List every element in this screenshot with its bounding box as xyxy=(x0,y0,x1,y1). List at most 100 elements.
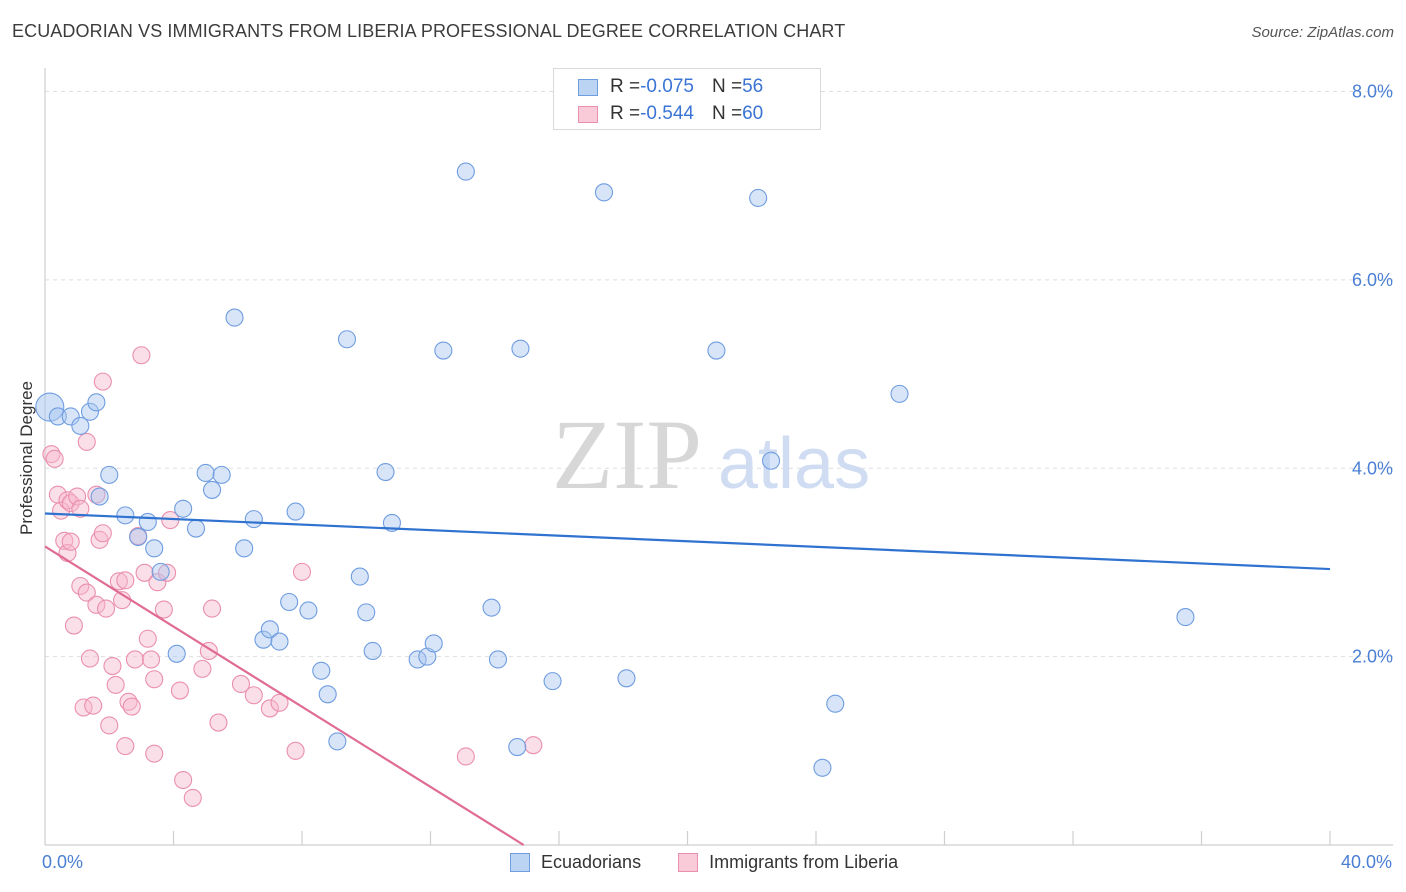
ecuadorian-point xyxy=(511,339,530,358)
legend-row-ecuadorians: R = -0.075 N = 56 xyxy=(578,75,763,99)
series-legend: Ecuadorians Immigrants from Liberia xyxy=(510,852,898,873)
liberia-point xyxy=(109,572,128,591)
liberia-point xyxy=(138,629,157,648)
legend-swatch-blue xyxy=(510,853,530,872)
liberia-point xyxy=(116,737,135,756)
ecuadorian-point xyxy=(328,732,347,751)
liberia-point xyxy=(125,650,144,669)
ecuadorian-point xyxy=(138,512,157,532)
liberia-point xyxy=(183,788,202,807)
ecuadorian-points xyxy=(35,162,1195,777)
liberia-point xyxy=(270,693,289,712)
legend-r-label: R = xyxy=(610,103,641,124)
liberia-point xyxy=(80,649,100,668)
ecuadorian-point xyxy=(100,465,119,484)
series-legend-label: Immigrants from Liberia xyxy=(709,852,899,872)
x-tick-label-max: 40.0% xyxy=(1340,852,1392,872)
liberia-point xyxy=(87,485,106,504)
ecuadorian-point xyxy=(482,598,501,617)
ecuadorian-trend-line xyxy=(44,512,1331,571)
ecuadorian-point xyxy=(337,330,357,349)
ecuadorian-point xyxy=(90,487,109,506)
ecuadorian-point xyxy=(186,519,206,538)
y-tick-label: 4.0% xyxy=(1352,458,1393,478)
liberia-point xyxy=(100,716,119,735)
legend-r-label: R = xyxy=(610,76,641,97)
liberia-point xyxy=(154,600,173,619)
ecuadorian-point xyxy=(761,451,781,470)
ecuadorian-point xyxy=(225,308,244,327)
ecuadorian-point xyxy=(254,630,273,649)
ecuadorian-point xyxy=(203,480,222,499)
ecuadorian-point xyxy=(594,183,614,202)
ecuadorian-point xyxy=(456,162,475,181)
liberia-point xyxy=(96,599,116,618)
liberia-point xyxy=(148,573,167,592)
liberia-point xyxy=(61,494,80,513)
ecuadorian-point xyxy=(260,620,279,639)
trend-lines xyxy=(44,512,1331,846)
ecuadorian-point xyxy=(87,393,106,412)
grid-lines xyxy=(45,91,1393,658)
ecuadorian-point xyxy=(286,502,305,521)
ecuadorian-point xyxy=(151,562,170,581)
liberia-point xyxy=(106,675,125,694)
ecuadorian-point xyxy=(280,592,299,612)
liberia-point xyxy=(158,563,177,582)
ecuadorian-point xyxy=(424,634,443,653)
ecuadorian-point xyxy=(212,465,231,484)
series-legend-ecuadorians[interactable]: Ecuadorians xyxy=(510,852,641,873)
ecuadorian-point xyxy=(357,603,376,622)
liberia-point xyxy=(209,713,228,732)
watermark: ZIP atlas xyxy=(552,399,870,510)
liberia-point xyxy=(174,770,193,790)
ecuadorian-point xyxy=(235,539,254,558)
legend-swatch-blue xyxy=(578,78,598,96)
ecuadorian-point xyxy=(71,416,90,435)
ecuadorian-point xyxy=(167,644,186,663)
ecuadorian-point xyxy=(196,463,215,483)
ecuadorian-point xyxy=(826,694,845,713)
y-tick-label: 8.0% xyxy=(1352,82,1393,102)
liberia-point xyxy=(132,346,151,365)
ecuadorian-point xyxy=(244,510,263,529)
liberia-point xyxy=(77,583,96,602)
liberia-point xyxy=(203,599,222,618)
legend-n-label: N = xyxy=(711,103,743,124)
liberia-trend-line xyxy=(44,545,525,846)
x-ticks xyxy=(172,831,1331,845)
liberia-point xyxy=(103,657,122,676)
legend-row-liberia: R = -0.544 N = 60 xyxy=(578,102,763,126)
series-legend-label: Ecuadorians xyxy=(541,852,642,872)
liberia-point xyxy=(71,576,90,596)
liberia-point xyxy=(244,686,263,705)
liberia-point xyxy=(524,736,543,755)
liberia-point xyxy=(84,696,103,715)
source-label: Source: ZipAtlas.com xyxy=(1251,24,1394,41)
x-tick-label-min: 0.0% xyxy=(42,852,84,872)
ecuadorian-point xyxy=(80,402,100,421)
ecuadorian-point xyxy=(890,384,909,403)
ecuadorian-point xyxy=(376,462,395,482)
axes xyxy=(44,68,1393,846)
liberia-points xyxy=(42,346,543,807)
ecuadorian-point xyxy=(129,527,148,547)
ecuadorian-point xyxy=(299,601,318,620)
ecuadorian-point xyxy=(749,188,768,208)
series-legend-liberia[interactable]: Immigrants from Liberia xyxy=(678,852,898,873)
liberia-point xyxy=(135,563,154,582)
legend-n-value: 60 xyxy=(742,103,764,124)
ecuadorian-point xyxy=(270,632,289,651)
liberia-point xyxy=(93,524,112,543)
chart-title: ECUADORIAN VS IMMIGRANTS FROM LIBERIA PR… xyxy=(12,21,846,41)
ecuadorian-point xyxy=(318,685,337,704)
ecuadorian-point xyxy=(145,539,164,558)
ecuadorian-point xyxy=(813,758,832,777)
liberia-point xyxy=(286,741,305,760)
ecuadorian-point xyxy=(48,407,67,426)
liberia-point xyxy=(193,659,212,678)
ecuadorian-point xyxy=(617,669,636,688)
liberia-point xyxy=(170,681,189,700)
y-tick-label: 2.0% xyxy=(1352,647,1393,667)
